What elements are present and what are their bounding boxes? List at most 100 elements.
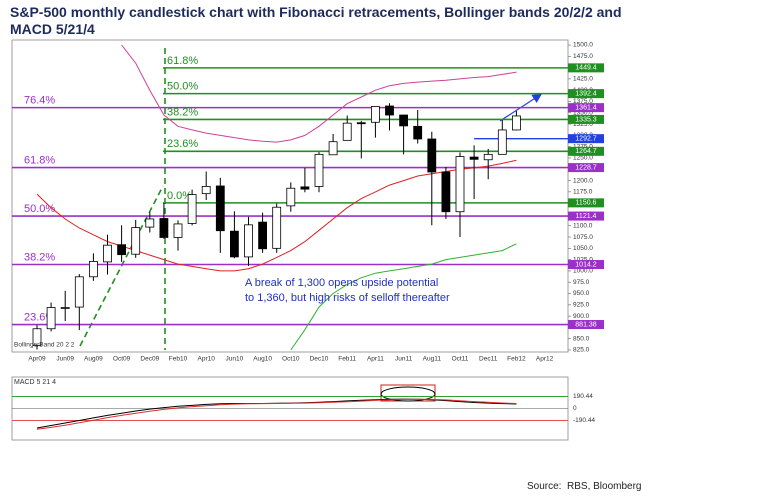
fib-level-label: 38.2% [167, 106, 198, 118]
macd-highlight-ellipse [380, 386, 436, 402]
x-tick-label: Feb12 [507, 356, 526, 363]
upper-band [121, 44, 517, 143]
fib-swing-line [79, 185, 164, 347]
x-tick-label: Aug09 [84, 356, 103, 363]
level-value-label: 1228.7 [575, 164, 597, 171]
level-value-box [568, 211, 604, 221]
y-tick-label: 950.0 [573, 290, 590, 297]
candle-body [497, 129, 507, 155]
x-tick-label: Jun11 [395, 356, 413, 363]
candle-body [89, 261, 98, 278]
y-tick-label: 850.0 [573, 335, 590, 342]
x-tick-label: Feb10 [169, 356, 188, 363]
candle-body [385, 105, 394, 116]
fib-level-label: 50.0% [24, 203, 55, 215]
level-value-label: 1361.4 [575, 104, 597, 111]
lower-band [290, 243, 517, 351]
candle-body [441, 171, 451, 213]
annotation: A break of 1,300 opens upside potential [245, 277, 438, 289]
level-value-label: 1150.6 [576, 200, 597, 207]
candle-body [399, 114, 409, 127]
y-tick-label: 0 [573, 405, 577, 412]
candle-body [131, 227, 141, 255]
level-value-box [568, 63, 604, 73]
candle-body [258, 221, 268, 250]
y-tick-label: 1500.0 [573, 42, 593, 49]
fib-level-label: 0.0% [167, 190, 192, 202]
x-tick-label: Aug11 [423, 356, 442, 363]
y-tick-label: 1325.0 [573, 121, 593, 128]
candle-body [483, 153, 493, 161]
candle-body [342, 122, 352, 141]
candle-body [145, 218, 155, 228]
y-tick-label: 1050.0 [573, 245, 593, 252]
x-tick-label: Jun09 [56, 356, 74, 363]
x-tick-label: Apr09 [28, 356, 46, 363]
candle-body [370, 106, 380, 123]
main-frame [11, 39, 569, 353]
y-tick-label: 1475.0 [573, 53, 593, 60]
x-tick-label: Apr11 [367, 356, 384, 363]
x-tick-label: Apr10 [198, 356, 216, 363]
candle-body [46, 307, 56, 330]
level-value-label: 1335.3 [575, 116, 597, 123]
y-tick-label: 1375.0 [573, 98, 593, 105]
y-tick-label: 975.0 [573, 279, 590, 286]
macd-line [36, 398, 517, 430]
chart-title: S&P-500 monthly candlestick chart with F… [10, 4, 622, 37]
level-value-label: 1292.7 [575, 136, 597, 143]
y-tick-label: 1175.0 [573, 189, 593, 196]
candle-body [244, 224, 253, 258]
level-value-box [568, 134, 604, 144]
x-tick-label: Oct09 [113, 356, 131, 363]
level-value-label: 1014.2 [575, 261, 597, 268]
x-tick-label: Dec11 [479, 356, 498, 363]
x-tick-label: Apr12 [536, 356, 554, 363]
x-tick-label: Feb11 [338, 356, 356, 363]
x-tick-label: Oct10 [282, 356, 300, 363]
candle-body [229, 230, 239, 258]
level-value-box [568, 146, 604, 156]
y-tick-label: 900.0 [573, 313, 590, 320]
y-tick-label: -190.44 [573, 417, 595, 424]
level-value-box [568, 320, 604, 330]
candle-body [328, 141, 338, 156]
y-tick-label: 825.0 [573, 347, 590, 354]
y-tick-label: 190.44 [573, 393, 593, 400]
indicator-label: BollingerBand 20 2 2 [14, 342, 75, 349]
candle-body [60, 307, 70, 309]
y-tick-label: 1100.0 [573, 222, 593, 229]
fib-level-label: 76.4% [24, 95, 55, 107]
x-tick-label: Dec10 [310, 356, 329, 363]
y-tick-label: 1250.0 [573, 155, 593, 162]
candle-body [512, 115, 521, 131]
level-value-box [568, 260, 604, 270]
fib-level-label: 61.8% [24, 154, 55, 166]
x-tick-label: Aug10 [253, 356, 272, 363]
candle-body [32, 328, 42, 346]
y-tick-label: 1025.0 [573, 256, 593, 263]
candle-body [215, 185, 225, 232]
candle-body [356, 122, 366, 125]
candle-body [201, 186, 211, 195]
x-tick-label: Jun10 [226, 356, 244, 363]
x-tick-label: Dec09 [140, 356, 159, 363]
y-tick-label: 1350.0 [573, 109, 593, 116]
candle-body [74, 276, 84, 308]
candle-body [286, 187, 296, 207]
middle-band [36, 159, 517, 272]
y-tick-label: 1000.0 [573, 268, 593, 275]
annotation: to 1,360, but high risks of selloff ther… [245, 292, 450, 304]
y-tick-label: 1425.0 [573, 76, 593, 83]
candle-body [413, 125, 423, 140]
candle-body [469, 156, 479, 160]
y-tick-label: 925.0 [573, 302, 590, 309]
level-value-box [568, 198, 604, 208]
level-value-box [568, 163, 604, 173]
candle-body [272, 206, 282, 249]
x-tick-label: Oct11 [452, 356, 469, 363]
level-value-label: 1264.7 [575, 148, 597, 155]
candle-body [300, 186, 310, 190]
candle-body [173, 223, 183, 238]
